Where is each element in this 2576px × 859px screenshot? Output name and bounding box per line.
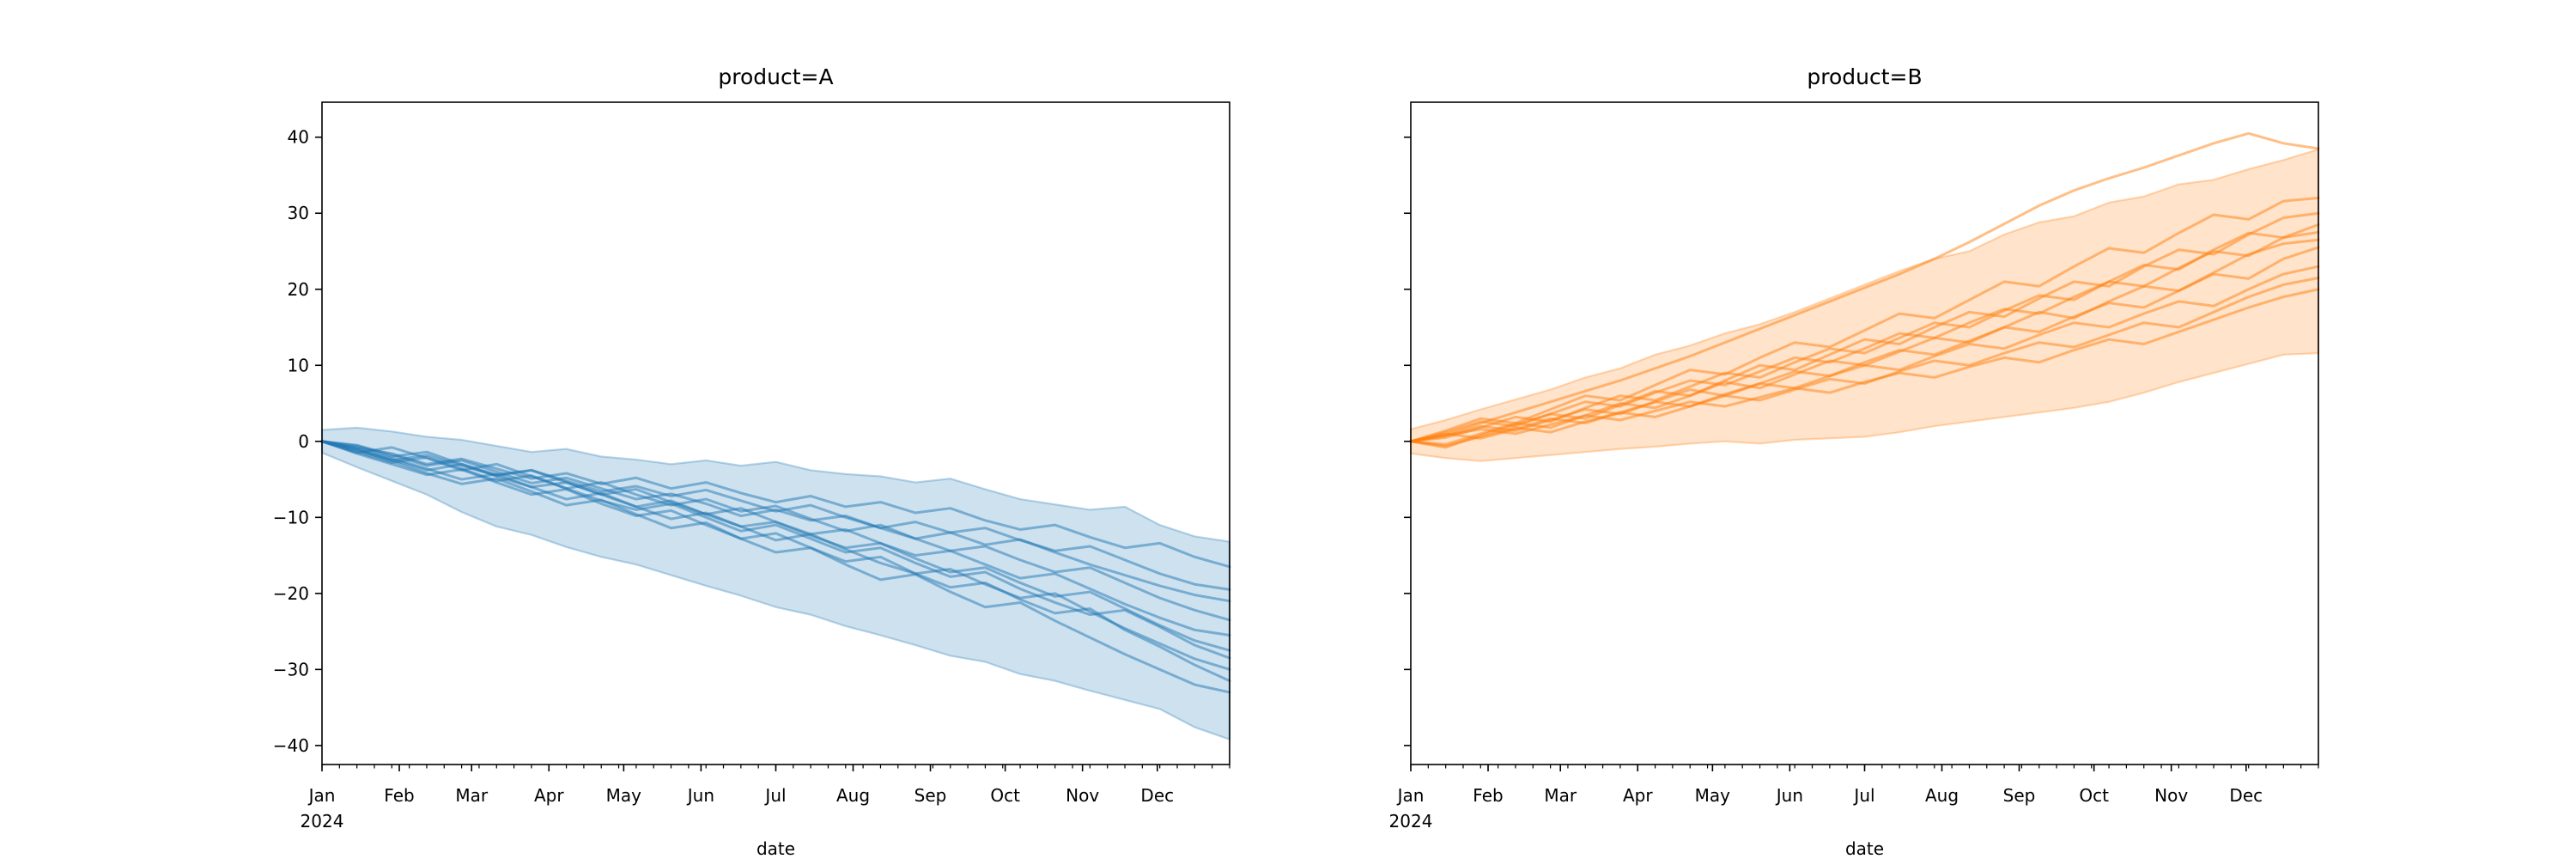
series-line-b-unit-9 [1409, 197, 2320, 443]
plot-a-title: product=A [718, 64, 834, 89]
x-tick-label: Jun [686, 785, 714, 806]
x-tick-label: May [606, 785, 642, 806]
series-line-b-unit-6 [1409, 230, 2320, 443]
x-tick-label: Nov [2154, 785, 2188, 806]
series-line-a-unit-10 [320, 440, 1231, 694]
x-tick-label: May [1695, 785, 1731, 806]
series-line-b-unit-10 [1409, 131, 2320, 443]
x-tick-label: Sep [914, 785, 947, 806]
series-line-b-unit-1 [1409, 288, 2320, 443]
x-tick-label: Apr [1623, 785, 1653, 806]
series-line-b-unit-7 [1409, 223, 2320, 443]
series-line-b-unit-5 [1409, 238, 2320, 446]
x-tick-label: Feb [384, 785, 414, 806]
x-tick-label: Apr [534, 785, 564, 806]
series-line-a-unit-9 [320, 440, 1231, 683]
x-tick-label: Nov [1066, 785, 1099, 806]
y-tick-label: −30 [273, 659, 309, 679]
x-tick-year-label: 2024 [301, 811, 344, 832]
plot-b-x-axis-label: date [1844, 838, 1885, 859]
x-tick-label: Oct [2079, 785, 2109, 806]
series-line-a-unit-6 [320, 440, 1231, 652]
plot-a-x-axis-label: date [756, 838, 796, 859]
series-line-b-unit-8 [1409, 211, 2320, 449]
x-tick-label: Feb [1473, 785, 1503, 806]
series-line-a-unit-8 [320, 440, 1231, 671]
x-tick-label: Mar [455, 785, 489, 806]
plot-b-title: product=B [1807, 64, 1923, 89]
y-tick-label: 20 [288, 279, 309, 300]
x-tick-label: Aug [836, 785, 870, 806]
y-tick-label: −40 [273, 735, 309, 756]
series-line-b-unit-2 [1409, 276, 2320, 448]
y-tick-label: −10 [273, 507, 309, 527]
x-tick-label: Sep [2003, 785, 2036, 806]
x-tick-label: Jul [1852, 785, 1874, 806]
uncertainty-band-a [320, 426, 1231, 740]
y-tick-label: −20 [273, 583, 309, 604]
x-tick-label: Dec [2229, 785, 2263, 806]
x-tick-label: Oct [990, 785, 1020, 806]
y-tick-label: 0 [298, 431, 309, 452]
x-tick-label: Jul [763, 785, 786, 806]
x-tick-label: Aug [1925, 785, 1959, 806]
x-tick-label: Dec [1140, 785, 1174, 806]
x-tick-label: Jan [307, 785, 336, 806]
x-tick-label: Mar [1544, 785, 1577, 806]
series-line-a-unit-1 [320, 440, 1231, 569]
y-tick-label: 30 [288, 203, 309, 223]
y-tick-label: 40 [288, 127, 309, 148]
x-tick-year-label: 2024 [1389, 811, 1433, 832]
y-tick-label: 10 [288, 355, 309, 375]
series-line-a-unit-3 [320, 440, 1231, 603]
x-tick-label: Jun [1775, 785, 1803, 806]
x-tick-label: Jan [1396, 785, 1425, 806]
